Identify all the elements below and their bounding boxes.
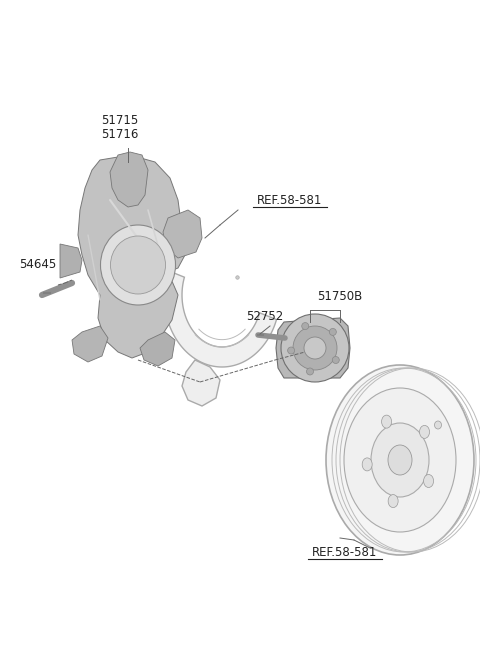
Ellipse shape xyxy=(110,236,166,294)
Ellipse shape xyxy=(362,458,372,471)
Polygon shape xyxy=(140,332,175,366)
Ellipse shape xyxy=(420,425,430,438)
Ellipse shape xyxy=(434,421,442,429)
Ellipse shape xyxy=(388,495,398,508)
Ellipse shape xyxy=(329,329,336,335)
Ellipse shape xyxy=(288,347,295,354)
Polygon shape xyxy=(60,244,82,278)
Ellipse shape xyxy=(281,314,349,382)
Polygon shape xyxy=(276,318,350,378)
Text: 54645: 54645 xyxy=(19,258,57,272)
Ellipse shape xyxy=(388,445,412,475)
Text: 51750B: 51750B xyxy=(317,291,362,304)
Text: 51716: 51716 xyxy=(101,127,139,140)
Text: 52752: 52752 xyxy=(246,310,284,323)
Polygon shape xyxy=(164,270,276,367)
Text: REF.58-581: REF.58-581 xyxy=(312,546,378,558)
Polygon shape xyxy=(163,210,202,258)
Ellipse shape xyxy=(423,474,433,487)
Polygon shape xyxy=(110,152,148,207)
Polygon shape xyxy=(72,326,108,362)
Ellipse shape xyxy=(382,415,392,428)
Ellipse shape xyxy=(293,326,337,370)
Ellipse shape xyxy=(100,225,176,305)
Ellipse shape xyxy=(326,365,474,555)
Ellipse shape xyxy=(332,356,339,363)
Polygon shape xyxy=(78,155,185,358)
Ellipse shape xyxy=(344,388,456,532)
Ellipse shape xyxy=(371,423,429,497)
Ellipse shape xyxy=(302,323,309,329)
Text: 51715: 51715 xyxy=(101,113,139,127)
Ellipse shape xyxy=(304,337,326,359)
Ellipse shape xyxy=(307,368,313,375)
Polygon shape xyxy=(182,360,220,406)
Text: REF.58-581: REF.58-581 xyxy=(257,194,323,207)
